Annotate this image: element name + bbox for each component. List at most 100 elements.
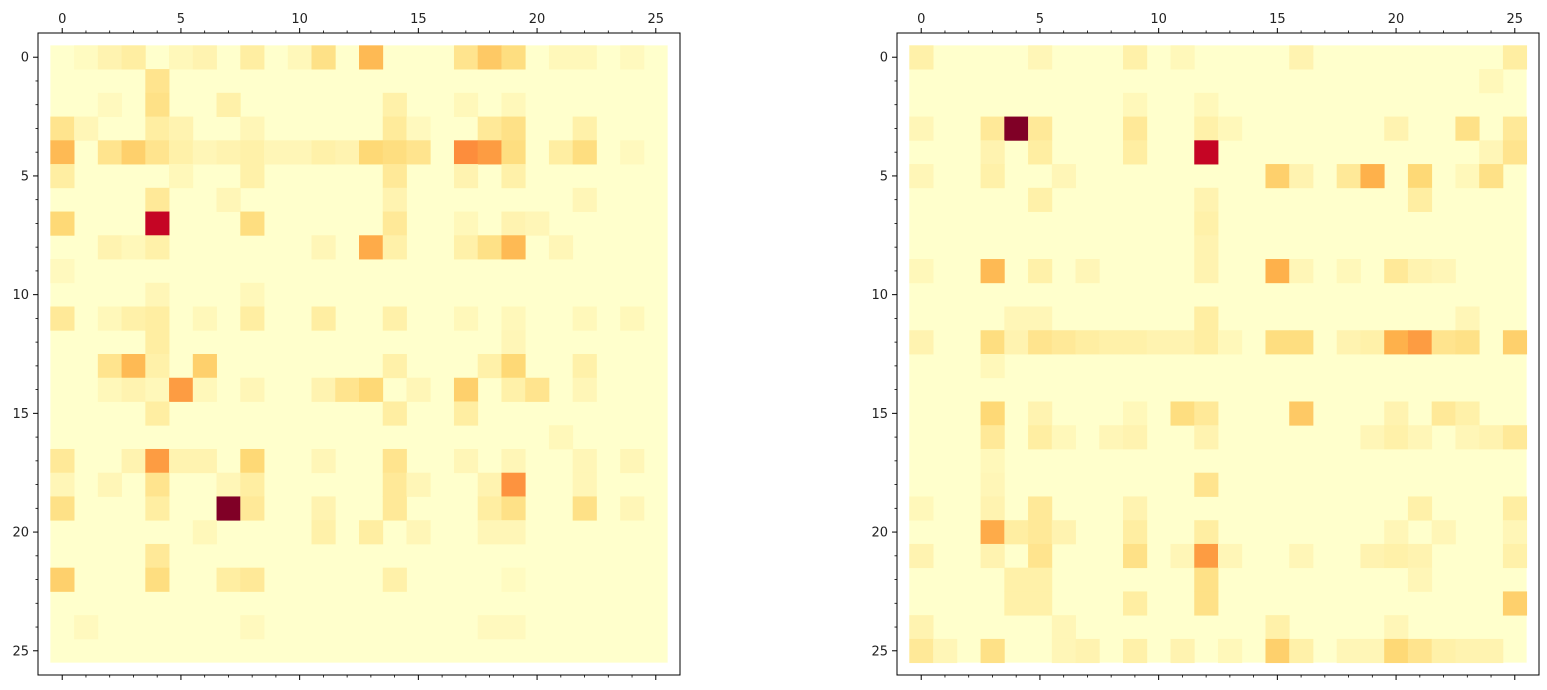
heatmap-cell	[145, 354, 170, 379]
axes-frame	[896, 32, 1540, 676]
heatmap-cell	[1123, 591, 1148, 616]
heatmap-cell	[145, 235, 170, 260]
heatmap-cell	[1479, 425, 1504, 450]
heatmap-cell	[145, 543, 170, 569]
heatmap-cell	[1455, 164, 1480, 189]
heatmap-cell	[382, 235, 407, 260]
heatmap-cell	[909, 543, 934, 569]
heatmap-cell	[1075, 638, 1100, 664]
heatmap-cell	[1194, 567, 1219, 592]
heatmap-cell	[501, 116, 526, 141]
heatmap-cell	[382, 140, 407, 165]
heatmap-cell	[980, 472, 1005, 497]
heatmap-cell	[192, 140, 217, 165]
heatmap-cell	[1123, 92, 1148, 117]
heatmap-cell	[501, 92, 526, 117]
heatmap-cell	[382, 472, 407, 497]
heatmap-cell	[1051, 164, 1076, 189]
heatmap-panel-right: 0 5 10 15 20 25 0 5 10 15 20 25	[871, 12, 1540, 680]
heatmap-cell	[980, 401, 1005, 426]
heatmap-cell	[1431, 330, 1456, 355]
heatmap-cell	[572, 377, 597, 402]
heatmap-cell	[1218, 330, 1243, 355]
y-tick-label: 0	[21, 51, 29, 66]
heatmap-cell	[216, 567, 241, 592]
heatmap-cell	[1051, 425, 1076, 450]
heatmap-cell	[1075, 330, 1100, 355]
y-tick-label: 25	[871, 644, 888, 659]
heatmap-cell	[1502, 116, 1528, 141]
heatmap-cell	[1123, 330, 1148, 355]
heatmap-cell	[572, 306, 597, 331]
x-tick-label: 5	[1036, 12, 1044, 27]
x-tick-label: 10	[1150, 12, 1167, 27]
heatmap-cell	[477, 235, 502, 260]
heatmap-cell	[477, 116, 502, 141]
heatmap-cell	[1028, 259, 1053, 284]
heatmap-cell	[311, 377, 336, 402]
heatmap-cell	[1407, 330, 1433, 355]
heatmap-cell	[1170, 543, 1195, 569]
heatmap-cell	[1455, 306, 1480, 331]
heatmap-cell	[311, 306, 336, 331]
heatmap-cell	[359, 377, 384, 402]
heatmap-cell	[121, 448, 146, 474]
heatmap-cell	[1336, 330, 1361, 355]
heatmap-cell	[145, 211, 170, 236]
heatmap-cell	[501, 164, 526, 189]
heatmap-cell	[145, 496, 170, 521]
heatmap-cell	[1407, 543, 1433, 569]
heatmap-cell	[453, 140, 479, 165]
heatmap-cell	[1431, 401, 1456, 426]
heatmap-cell	[1123, 116, 1148, 141]
heatmap-cell	[548, 425, 574, 450]
heatmap-cell	[1431, 520, 1456, 545]
heatmap-cell	[1289, 45, 1314, 70]
heatmap-cell	[1194, 401, 1219, 426]
heatmap-cell	[453, 401, 479, 426]
heatmap-cell	[145, 448, 170, 474]
heatmap-cell	[145, 140, 170, 165]
heatmap-cell	[1289, 259, 1314, 284]
heatmap-cell	[525, 377, 550, 402]
heatmap-cell	[1028, 140, 1053, 165]
heatmap-cell	[1028, 306, 1053, 331]
heatmap-cell	[453, 92, 479, 117]
heatmap-cell	[382, 306, 407, 331]
heatmap-cell	[1502, 496, 1528, 521]
heatmap-cell	[477, 520, 502, 545]
heatmap-cell	[1194, 425, 1219, 450]
heatmap-cell	[50, 211, 75, 236]
heatmap-cell	[1099, 425, 1124, 450]
heatmap-cell	[1051, 615, 1076, 640]
heatmap-cell	[1336, 638, 1361, 664]
heatmap-cell	[240, 448, 265, 474]
heatmap-cell	[97, 45, 122, 70]
heatmap-cell	[1384, 401, 1409, 426]
heatmap-cell	[121, 377, 146, 402]
heatmap-cell	[1384, 615, 1409, 640]
heatmap-cell	[1407, 259, 1433, 284]
y-tick-label: 10	[871, 288, 888, 303]
heatmap-cell	[335, 140, 360, 165]
y-tick-label: 20	[12, 526, 29, 541]
heatmap-cell	[501, 472, 526, 497]
heatmap-cell	[1051, 520, 1076, 545]
x-tick-label: 15	[1269, 12, 1286, 27]
heatmap-cell	[382, 92, 407, 117]
heatmap-cell	[121, 235, 146, 260]
heatmap-cell	[501, 330, 526, 355]
heatmap-cell	[909, 45, 934, 70]
heatmap-cell	[1123, 401, 1148, 426]
heatmap-cell	[1028, 425, 1053, 450]
heatmap-cell	[1289, 638, 1314, 664]
heatmap-cell	[240, 140, 265, 165]
heatmap-cell	[192, 354, 217, 379]
heatmap-cell	[477, 45, 502, 70]
heatmap-cell	[169, 164, 194, 189]
heatmap-cell	[980, 543, 1005, 569]
heatmap-cell	[501, 140, 526, 165]
heatmap-cell	[1170, 45, 1195, 70]
heatmap-cell	[50, 259, 75, 284]
heatmap-cell	[1289, 330, 1314, 355]
